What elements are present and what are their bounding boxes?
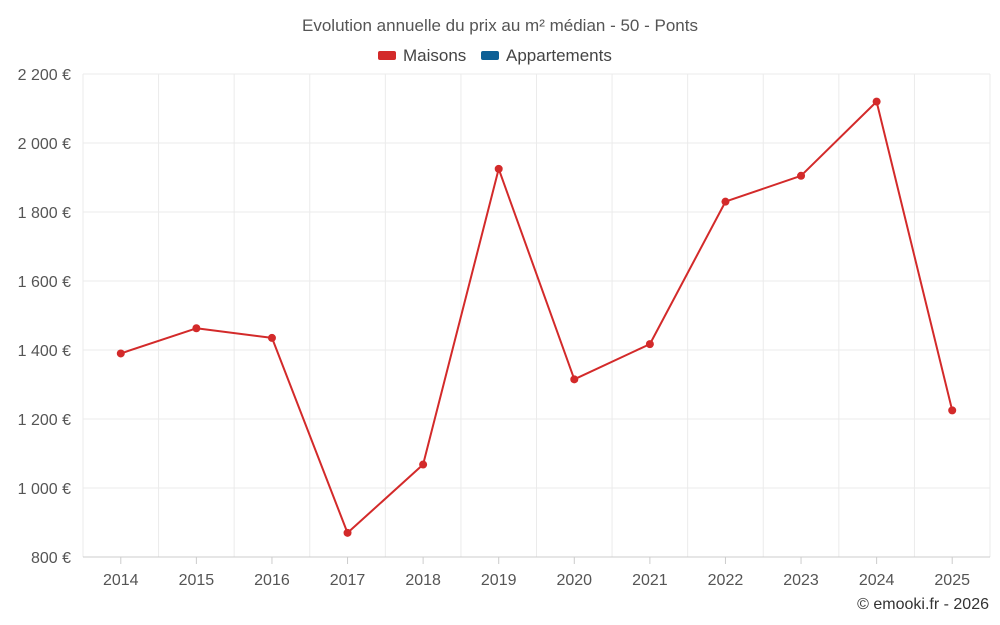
x-tick-label: 2019 bbox=[481, 572, 517, 589]
data-point[interactable] bbox=[645, 340, 654, 349]
data-point[interactable] bbox=[267, 333, 276, 342]
data-point[interactable] bbox=[116, 349, 125, 358]
y-tick-label: 2 000 € bbox=[18, 136, 71, 153]
chart-title: Evolution annuelle du prix au m² médian … bbox=[302, 16, 698, 35]
x-tick-label: 2014 bbox=[103, 572, 139, 589]
credit: © emooki.fr - 2026 bbox=[857, 596, 989, 613]
x-tick-label: 2023 bbox=[783, 572, 819, 589]
data-point[interactable] bbox=[948, 406, 957, 415]
legend: Maisons Appartements bbox=[378, 46, 612, 65]
x-tick-label: 2016 bbox=[254, 572, 290, 589]
data-point[interactable] bbox=[721, 197, 730, 206]
series-maisons bbox=[116, 97, 957, 537]
legend-item-appartements[interactable]: Appartements bbox=[481, 46, 612, 65]
grid bbox=[82, 73, 991, 557]
data-point[interactable] bbox=[419, 460, 428, 469]
legend-label-appartements: Appartements bbox=[506, 46, 612, 65]
y-tick-label: 1 800 € bbox=[18, 205, 71, 222]
x-axis-labels: 2014 2015 2016 2017 2018 2019 2020 2021 2022 2023… bbox=[103, 572, 970, 589]
x-tick-label: 2021 bbox=[632, 572, 668, 589]
axes bbox=[83, 556, 990, 564]
y-tick-label: 1 400 € bbox=[18, 343, 71, 360]
series-line-maisons bbox=[120, 100, 954, 534]
data-point[interactable] bbox=[872, 97, 881, 106]
x-tick-label: 2018 bbox=[405, 572, 441, 589]
y-tick-label: 1 200 € bbox=[18, 412, 71, 429]
x-tick-label: 2025 bbox=[934, 572, 970, 589]
data-point[interactable] bbox=[494, 164, 503, 173]
y-axis-labels: 800 € 1 000 € 1 200 € 1 400 € 1 600 € 1 800 €… bbox=[18, 67, 71, 567]
x-tick-label: 2015 bbox=[179, 572, 215, 589]
y-tick-label: 1 000 € bbox=[18, 481, 71, 498]
x-tick-label: 2024 bbox=[859, 572, 895, 589]
legend-label-maisons: Maisons bbox=[403, 46, 466, 65]
x-tick-label: 2020 bbox=[556, 572, 592, 589]
y-tick-label: 1 600 € bbox=[18, 274, 71, 291]
data-point[interactable] bbox=[192, 324, 201, 333]
data-point[interactable] bbox=[797, 171, 806, 180]
legend-swatch-maisons bbox=[378, 51, 396, 60]
y-tick-label: 2 200 € bbox=[18, 67, 71, 84]
x-tick-label: 2017 bbox=[330, 572, 366, 589]
data-point[interactable] bbox=[570, 375, 579, 384]
legend-swatch-appartements bbox=[481, 51, 499, 60]
x-tick-label: 2022 bbox=[708, 572, 744, 589]
data-point[interactable] bbox=[343, 528, 352, 537]
y-tick-label: 800 € bbox=[31, 550, 71, 567]
legend-item-maisons[interactable]: Maisons bbox=[378, 46, 466, 65]
